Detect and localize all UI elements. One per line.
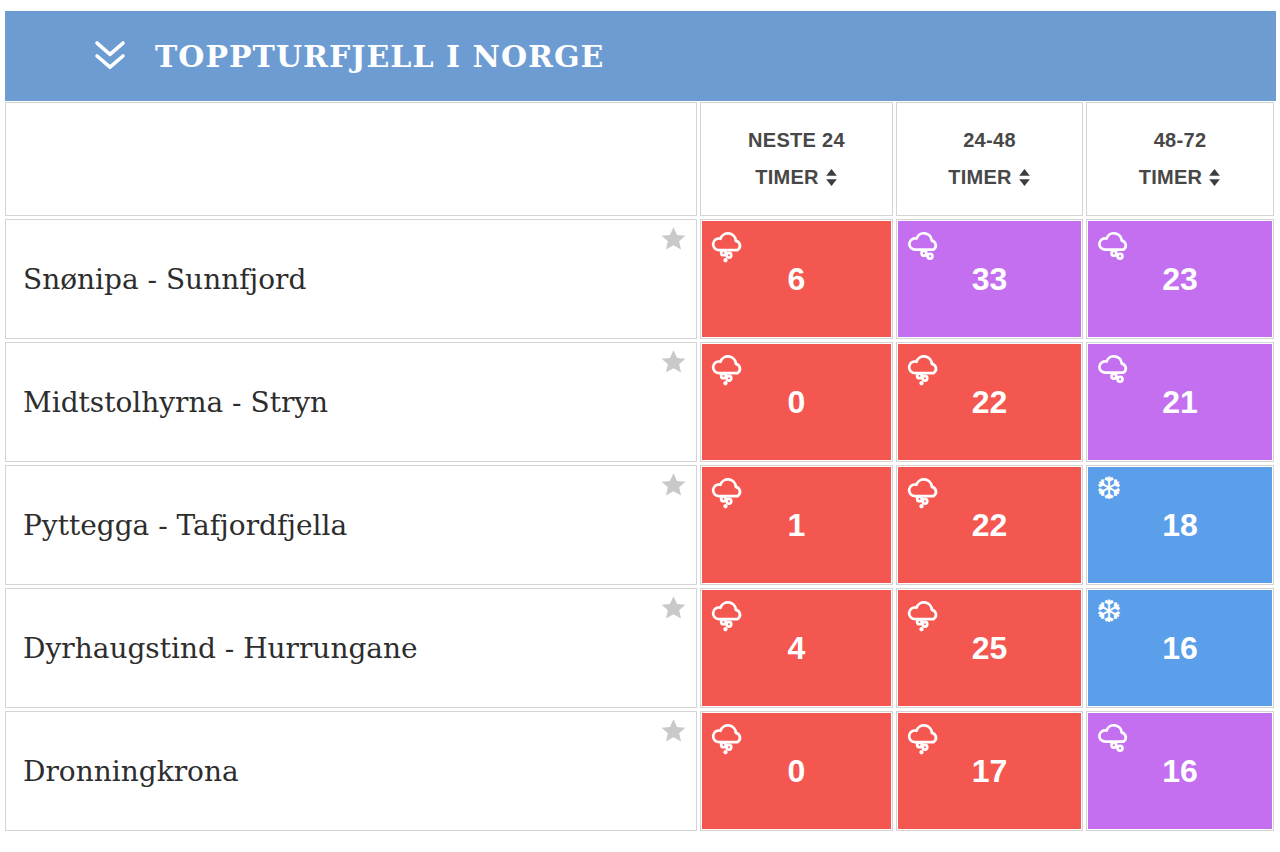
rain-cloud-icon xyxy=(906,719,941,755)
sleet-cloud-icon xyxy=(906,227,941,261)
column-header-unit: TIMER xyxy=(755,159,819,196)
panel-title: TOPPTURFJELL I NORGE xyxy=(155,39,604,74)
table-corner-cell xyxy=(5,102,697,216)
column-header-unit: TIMER xyxy=(1139,159,1203,196)
column-header-range: 48-72 xyxy=(1154,122,1207,159)
forecast-value: 21 xyxy=(1162,384,1198,421)
forecast-value: 16 xyxy=(1162,753,1198,790)
forecast-cell[interactable]: ❆ 18 xyxy=(1086,465,1274,585)
forecast-cell[interactable]: 16 xyxy=(1086,711,1274,831)
forecast-cell[interactable]: 0 xyxy=(700,342,893,462)
rain-cloud-icon xyxy=(906,596,941,632)
forecast-cell[interactable]: 25 xyxy=(896,588,1083,708)
mountain-name: Dronningkrona xyxy=(23,755,239,788)
panel-header[interactable]: TOPPTURFJELL I NORGE xyxy=(5,11,1276,101)
rain-cloud-icon xyxy=(710,227,745,263)
mountain-name: Midtstolhyrna - Stryn xyxy=(23,386,328,419)
forecast-value: 1 xyxy=(788,507,806,544)
forecast-cell[interactable]: 1 xyxy=(700,465,893,585)
snowflake-icon: ❆ xyxy=(1096,473,1122,504)
mountain-row-label[interactable]: Dyrhaugstind - Hurrungane xyxy=(5,588,697,708)
mountain-row-label[interactable]: Snønipa - Sunnfjord xyxy=(5,219,697,339)
forecast-cell[interactable]: 4 xyxy=(700,588,893,708)
forecast-cell[interactable]: ❆ 16 xyxy=(1086,588,1274,708)
forecast-table: NESTE 24 TIMER 24-48 TIMER 48-72 TIMER xyxy=(5,102,1276,831)
double-chevron-down-icon xyxy=(89,37,131,75)
favorite-star-icon[interactable] xyxy=(660,349,687,375)
forecast-value: 18 xyxy=(1162,507,1198,544)
sleet-cloud-icon xyxy=(1096,350,1131,384)
rain-cloud-icon xyxy=(906,350,941,386)
forecast-cell[interactable]: 22 xyxy=(896,342,1083,462)
mountain-name: Pyttegga - Tafjordfjella xyxy=(23,509,347,542)
mountain-row-label[interactable]: Midtstolhyrna - Stryn xyxy=(5,342,697,462)
forecast-value: 17 xyxy=(972,753,1008,790)
forecast-value: 4 xyxy=(788,630,806,667)
forecast-value: 23 xyxy=(1162,261,1198,298)
forecast-value: 16 xyxy=(1162,630,1198,667)
forecast-value: 0 xyxy=(788,753,806,790)
forecast-value: 22 xyxy=(972,507,1008,544)
column-header-range: 24-48 xyxy=(963,122,1016,159)
topptur-widget: TOPPTURFJELL I NORGE NESTE 24 TIMER 24-4… xyxy=(5,11,1276,831)
forecast-cell[interactable]: 21 xyxy=(1086,342,1274,462)
sort-arrows-icon[interactable] xyxy=(825,169,838,186)
forecast-value: 0 xyxy=(788,384,806,421)
favorite-star-icon[interactable] xyxy=(660,472,687,498)
sort-arrows-icon[interactable] xyxy=(1018,169,1031,186)
favorite-star-icon[interactable] xyxy=(660,595,687,621)
forecast-cell[interactable]: 23 xyxy=(1086,219,1274,339)
mountain-name: Snønipa - Sunnfjord xyxy=(23,263,306,296)
forecast-cell[interactable]: 6 xyxy=(700,219,893,339)
rain-cloud-icon xyxy=(710,596,745,632)
mountain-row-label[interactable]: Dronningkrona xyxy=(5,711,697,831)
forecast-cell[interactable]: 22 xyxy=(896,465,1083,585)
column-header[interactable]: NESTE 24 TIMER xyxy=(700,102,893,216)
forecast-value: 33 xyxy=(972,261,1008,298)
sleet-cloud-icon xyxy=(1096,719,1131,753)
sort-arrows-icon[interactable] xyxy=(1208,169,1221,186)
column-header-range: NESTE 24 xyxy=(748,122,845,159)
mountain-name: Dyrhaugstind - Hurrungane xyxy=(23,632,418,665)
collapse-button[interactable] xyxy=(89,37,131,75)
rain-cloud-icon xyxy=(710,350,745,386)
snowflake-icon: ❆ xyxy=(1096,596,1122,627)
forecast-value: 25 xyxy=(972,630,1008,667)
forecast-cell[interactable]: 33 xyxy=(896,219,1083,339)
column-header[interactable]: 48-72 TIMER xyxy=(1086,102,1274,216)
forecast-value: 6 xyxy=(788,261,806,298)
forecast-cell[interactable]: 0 xyxy=(700,711,893,831)
rain-cloud-icon xyxy=(710,719,745,755)
favorite-star-icon[interactable] xyxy=(660,718,687,744)
mountain-row-label[interactable]: Pyttegga - Tafjordfjella xyxy=(5,465,697,585)
rain-cloud-icon xyxy=(906,473,941,509)
rain-cloud-icon xyxy=(710,473,745,509)
favorite-star-icon[interactable] xyxy=(660,226,687,252)
column-header-unit: TIMER xyxy=(948,159,1012,196)
sleet-cloud-icon xyxy=(1096,227,1131,261)
forecast-cell[interactable]: 17 xyxy=(896,711,1083,831)
column-header[interactable]: 24-48 TIMER xyxy=(896,102,1083,216)
forecast-value: 22 xyxy=(972,384,1008,421)
